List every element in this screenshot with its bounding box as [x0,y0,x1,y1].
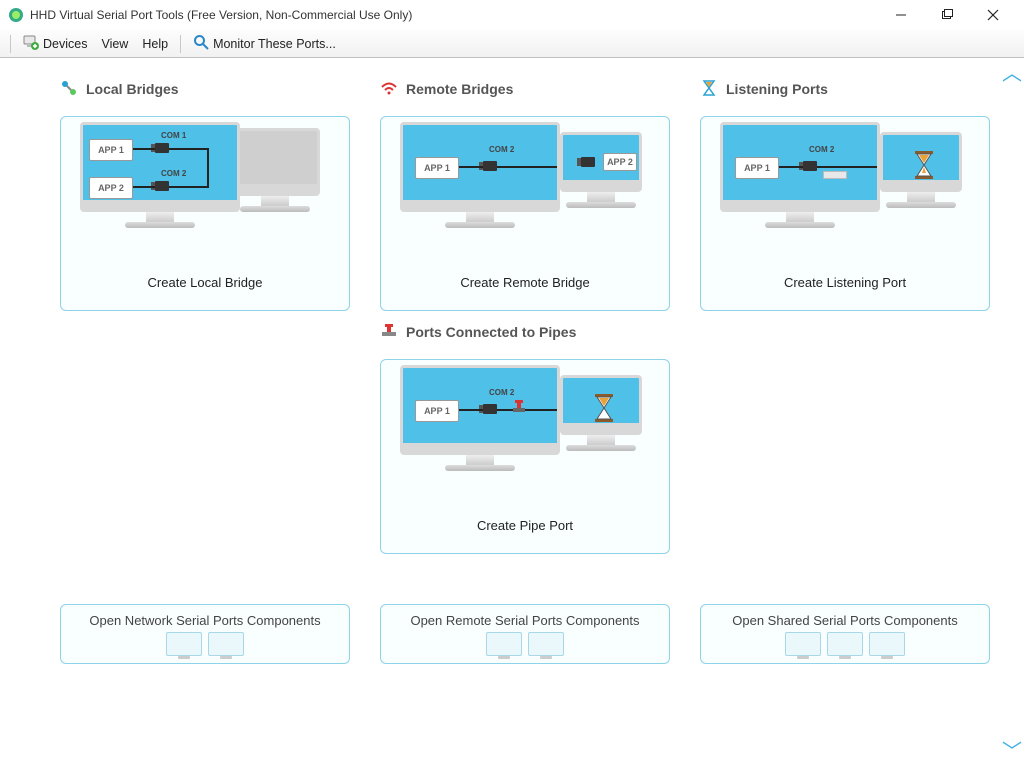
shared-components-icons [785,628,905,662]
wifi-icon [380,79,398,100]
listening-port-illustration: APP 1 COM 2 [701,117,989,267]
monitor-ports-button[interactable]: Monitor These Ports... [187,32,342,55]
app-icon [8,7,24,23]
monitor-ports-label: Monitor These Ports... [213,37,336,51]
local-bridges-icon [60,79,78,100]
section-remote-header: Remote Bridges [380,78,680,100]
window-title: HHD Virtual Serial Port Tools (Free Vers… [30,8,412,22]
scroll-up-arrow[interactable]: ︿ [1002,64,1022,84]
local-bridge-illustration: APP 1 APP 2 COM 1 COM 2 [61,117,349,267]
main-content: ︿ ﹀ Local Bridges Remote Bridges Listeni… [0,58,1024,768]
title-bar: HHD Virtual Serial Port Tools (Free Vers… [0,0,1024,30]
remote-components-icons [486,628,564,662]
scroll-down-arrow[interactable]: ﹀ [1002,742,1022,762]
minimize-button[interactable] [878,0,924,30]
magnifier-icon [193,34,209,53]
pipe-port-caption: Create Pipe Port [477,510,573,547]
card-listening-port[interactable]: APP 1 COM 2 Create Listening Port [700,116,990,311]
toolbar: Devices View Help Monitor These Ports... [0,30,1024,58]
menu-devices-label: Devices [43,37,87,51]
hourglass-icon [700,79,718,100]
card-shared-components[interactable]: Open Shared Serial Ports Components [700,604,990,664]
card-remote-components[interactable]: Open Remote Serial Ports Components [380,604,670,664]
local-bridge-caption: Create Local Bridge [148,267,263,304]
section-local-header: Local Bridges [60,78,360,100]
maximize-button[interactable] [924,0,970,30]
card-local-bridge[interactable]: APP 1 APP 2 COM 1 COM 2 [60,116,350,311]
devices-add-icon [23,34,39,53]
menu-devices[interactable]: Devices [17,32,93,55]
menu-help[interactable]: Help [136,35,174,53]
listening-port-caption: Create Listening Port [784,267,906,304]
section-pipes-header: Ports Connected to Pipes [380,321,680,343]
pipe-valve-icon [380,322,398,343]
section-listening-header: Listening Ports [700,78,1000,100]
pipe-port-illustration: APP 1 COM 2 [381,360,669,510]
menu-view[interactable]: View [95,35,134,53]
remote-bridge-illustration: APP 2 APP 1 COM 2 [381,117,669,267]
card-remote-bridge[interactable]: APP 2 APP 1 COM 2 [380,116,670,311]
remote-bridge-caption: Create Remote Bridge [460,267,589,304]
card-network-components[interactable]: Open Network Serial Ports Components [60,604,350,664]
close-button[interactable] [970,0,1016,30]
card-pipe-port[interactable]: APP 1 COM 2 Create P [380,359,670,554]
network-components-icons [166,628,244,662]
